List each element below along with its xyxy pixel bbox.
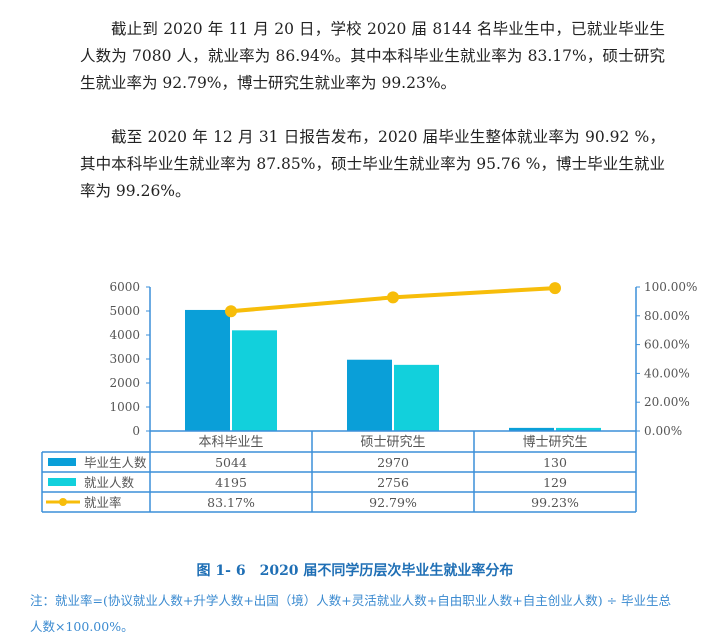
category-label: 硕士研究生 [360, 435, 425, 450]
rate-point [225, 305, 237, 318]
bar-graduates [347, 359, 392, 431]
data-label: 5044 [215, 455, 247, 470]
left-tick-label: 0 [132, 424, 140, 438]
left-tick-label: 3000 [109, 352, 140, 366]
legend-swatch [48, 458, 76, 466]
right-tick-label: 80.00% [644, 309, 690, 323]
left-tick-label: 2000 [109, 376, 140, 390]
right-tick-label: 100.00% [644, 280, 697, 294]
rate-point [549, 282, 561, 295]
left-tick-label: 1000 [109, 400, 140, 414]
data-label: 4195 [215, 475, 247, 490]
data-label: 130 [543, 455, 567, 470]
data-label: 83.17% [207, 495, 255, 510]
category-label: 本科毕业生 [198, 435, 263, 450]
legend-label: 毕业生人数 [84, 455, 147, 470]
left-tick-label: 5000 [109, 304, 140, 318]
legend-label: 就业人数 [84, 475, 135, 490]
bar-employed [232, 330, 277, 431]
data-label: 92.79% [369, 495, 417, 510]
figure-note: 注：就业率=(协议就业人数+升学人数+出国（境）人数+灵活就业人数+自由职业人数… [30, 593, 672, 634]
left-tick-label: 6000 [109, 280, 140, 294]
left-tick-label: 4000 [109, 328, 140, 342]
right-tick-label: 0.00% [644, 424, 682, 438]
right-tick-label: 40.00% [644, 366, 690, 380]
data-label: 99.23% [531, 495, 579, 510]
figure-caption: 图 1- 6 2020 届不同学历层次毕业生就业率分布 [196, 563, 514, 579]
data-label: 2970 [377, 455, 409, 470]
bar-employed [394, 364, 439, 431]
paragraph-1: 截止到 2020 年 11 月 20 日，学校 2020 届 8144 名毕业生… [80, 20, 665, 92]
legend-marker [59, 498, 67, 506]
right-tick-label: 20.00% [644, 395, 690, 409]
data-label: 129 [543, 475, 567, 490]
bar-graduates [509, 427, 554, 431]
paragraph-2: 截至 2020 年 12 月 31 日报告发布，2020 届毕业生整体就业率为 … [80, 128, 665, 200]
data-label: 2756 [377, 475, 409, 490]
bar-graduates [185, 309, 230, 431]
legend-swatch [48, 478, 76, 486]
category-label: 博士研究生 [522, 435, 587, 450]
legend-label: 就业率 [84, 495, 122, 510]
employment-chart: 0 1000 2000 3000 4000 5000 6000 0.00% 20.00% 40.0… [41, 280, 697, 513]
bar-employed [556, 427, 601, 431]
right-tick-label: 60.00% [644, 338, 690, 352]
rate-point [387, 291, 399, 304]
